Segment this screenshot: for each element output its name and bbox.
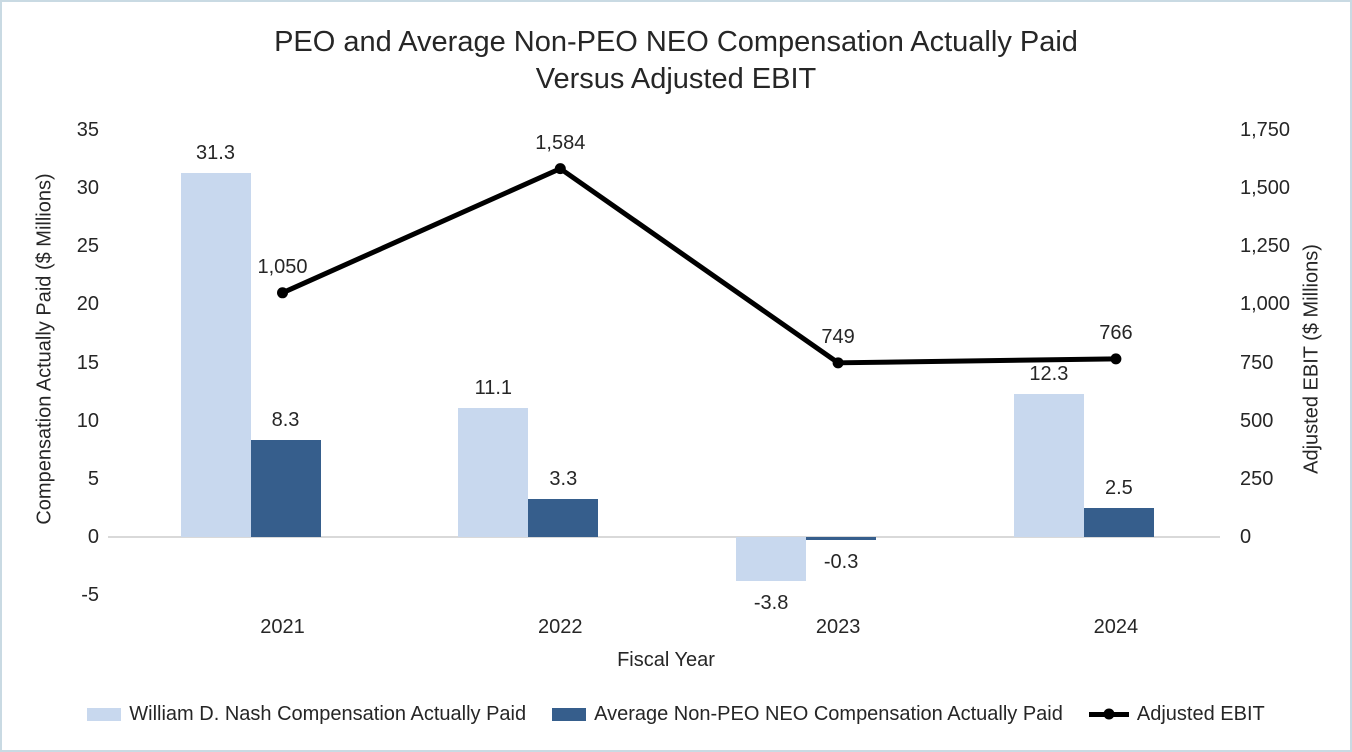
- left-axis-tick-label: -5: [81, 584, 99, 607]
- legend-item-neo: Average Non-PEO NEO Compensation Actuall…: [552, 703, 1063, 726]
- legend-swatch-peo: [87, 707, 122, 721]
- line-data-label: 766: [1099, 321, 1133, 344]
- bar-data-label: 11.1: [474, 376, 513, 399]
- zero-gridline: [108, 536, 1220, 538]
- ebit-line: [281, 166, 1116, 366]
- right-axis-tick-label: 1,750: [1240, 119, 1291, 142]
- peo-bar-2021: [180, 173, 251, 537]
- left-axis-tick-label: 5: [87, 467, 99, 490]
- neo-bar-2022: [528, 498, 599, 537]
- bar-data-label: 12.3: [1029, 362, 1069, 385]
- left-axis-tick-label: 10: [76, 409, 99, 432]
- ebit-marker: [554, 163, 566, 175]
- x-axis-category-label: 2021: [260, 616, 305, 638]
- legend-label-peo: William D. Nash Compensation Actually Pa…: [129, 702, 527, 725]
- left-axis-tick-label: 30: [76, 177, 99, 200]
- x-axis-title: Fiscal Year: [617, 649, 715, 671]
- left-axis-tick-label: 35: [76, 119, 99, 142]
- right-axis-tick-label: 500: [1240, 409, 1274, 432]
- legend-item-peo: William D. Nash Compensation Actually Pa…: [87, 703, 526, 726]
- ebit-marker: [277, 287, 288, 299]
- bar-data-label: 3.3: [549, 467, 578, 490]
- bar-data-label: -3.8: [753, 592, 789, 615]
- ebit-marker: [1110, 353, 1122, 365]
- right-axis-tick-label: 1,250: [1240, 235, 1291, 258]
- line-data-label: 1,050: [257, 255, 308, 278]
- x-axis-category-label: 2024: [1093, 616, 1139, 638]
- right-axis-tick-label: 750: [1240, 351, 1274, 374]
- bar-data-label: 31.3: [196, 142, 235, 165]
- legend-line-marker-icon: [1088, 708, 1129, 720]
- x-axis-category-label: 2022: [538, 616, 583, 638]
- right-axis-tick-label: 250: [1240, 467, 1274, 490]
- bar-data-label: 2.5: [1104, 476, 1133, 499]
- x-axis-category-label: 2023: [815, 616, 861, 638]
- chart-title-line1: PEO and Average Non-PEO NEO Compensation…: [274, 26, 1078, 58]
- left-axis-tick-label: 15: [76, 351, 99, 374]
- ebit-marker: [832, 357, 844, 369]
- line-data-label: 1,584: [535, 131, 586, 154]
- line-data-label: 749: [821, 325, 855, 348]
- neo-bar-2023: [806, 537, 877, 541]
- legend-item-ebit: Adjusted EBIT: [1088, 702, 1265, 726]
- left-axis-tick-label: 0: [87, 526, 99, 548]
- legend-label-ebit: Adjusted EBIT: [1136, 702, 1265, 725]
- bar-data-label: -0.3: [823, 551, 859, 574]
- neo-bar-2021: [250, 440, 321, 537]
- peo-bar-2022: [458, 407, 529, 537]
- bar-data-label: 8.3: [271, 409, 300, 432]
- peo-bar-2024: [1013, 393, 1084, 537]
- right-axis-tick-label: 1,000: [1240, 293, 1291, 316]
- chart-title: PEO and Average Non-PEO NEO Compensation…: [2, 24, 1350, 98]
- left-axis-tick-label: 20: [76, 293, 99, 316]
- right-axis-tick-label: 0: [1240, 526, 1252, 548]
- right-axis-tick-label: 1,500: [1240, 177, 1291, 200]
- neo-bar-2024: [1083, 507, 1154, 537]
- left-axis-tick-label: 25: [76, 235, 99, 258]
- chart-title-line2: Versus Adjusted EBIT: [535, 63, 817, 95]
- legend: William D. Nash Compensation Actually Pa…: [2, 701, 1350, 727]
- legend-label-neo: Average Non-PEO NEO Compensation Actuall…: [594, 702, 1063, 725]
- legend-swatch-neo: [552, 707, 587, 721]
- peo-bar-2023: [736, 537, 807, 582]
